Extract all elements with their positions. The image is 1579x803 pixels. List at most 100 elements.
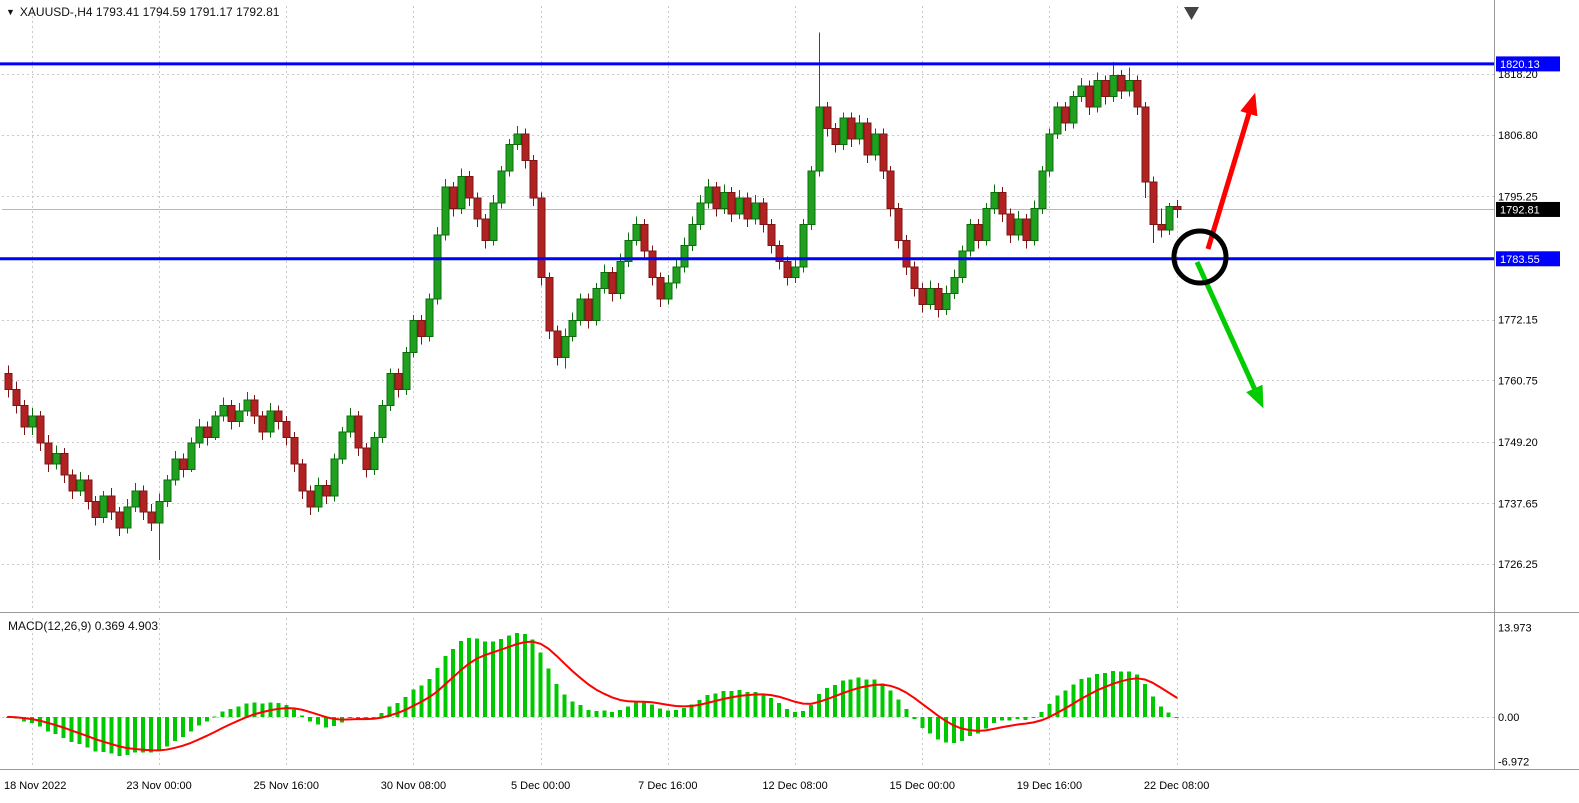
macd-bar bbox=[308, 716, 313, 722]
bear-candle bbox=[147, 511, 156, 524]
support-badge bbox=[1496, 251, 1560, 267]
bear-candle bbox=[998, 191, 1007, 215]
bear-candle bbox=[529, 159, 538, 199]
bear-candle bbox=[767, 223, 776, 247]
bear-candle bbox=[203, 426, 212, 439]
bear-candle bbox=[84, 479, 93, 502]
symbol-info: ▼ XAUUSD-,H4 1793.41 1794.59 1791.17 1792… bbox=[6, 5, 279, 19]
bull-candle bbox=[489, 202, 498, 241]
macd-bar bbox=[983, 716, 988, 729]
macd-bar bbox=[101, 716, 106, 752]
bear-candle bbox=[298, 463, 307, 492]
macd-bar bbox=[642, 702, 646, 717]
time-tick-label: 25 Nov 16:00 bbox=[254, 780, 319, 792]
macd-bar bbox=[77, 716, 82, 745]
macd-bar bbox=[1111, 671, 1116, 717]
bear-candle bbox=[394, 373, 403, 391]
bear-candle bbox=[727, 191, 736, 215]
bear-candle bbox=[91, 500, 100, 518]
macd-bar bbox=[1174, 716, 1179, 718]
price-tick-label: 1806.80 bbox=[1498, 130, 1538, 142]
macd-bar bbox=[657, 708, 662, 717]
bear-candle bbox=[4, 373, 13, 391]
bear-candle bbox=[974, 223, 983, 241]
macd-bar bbox=[1031, 716, 1036, 718]
macd-bar bbox=[276, 703, 281, 717]
bull-candle bbox=[720, 191, 729, 209]
macd-bar bbox=[1103, 673, 1108, 717]
macd-bar bbox=[562, 694, 567, 717]
bear-candle bbox=[640, 223, 649, 252]
macd-bar bbox=[1150, 696, 1155, 717]
bear-candle bbox=[553, 330, 562, 359]
bear-candle bbox=[1006, 213, 1015, 236]
macd-bar bbox=[467, 637, 472, 717]
bull-candle bbox=[624, 239, 633, 263]
macd-bar bbox=[300, 715, 305, 717]
macd-bar bbox=[618, 710, 623, 717]
bear-candle bbox=[910, 266, 919, 289]
bear-candle bbox=[1141, 106, 1150, 183]
bull-candle bbox=[219, 405, 228, 417]
bear-candle bbox=[306, 490, 315, 508]
bull-candle bbox=[346, 415, 355, 433]
macd-bar bbox=[165, 716, 169, 747]
bear-candle bbox=[656, 277, 665, 300]
bull-candle bbox=[171, 458, 180, 481]
macd-bar bbox=[37, 716, 42, 727]
macd-bar bbox=[793, 712, 798, 717]
macd-bar bbox=[236, 706, 241, 717]
bull-candle bbox=[513, 133, 522, 146]
price-tick-label: 1795.25 bbox=[1498, 191, 1538, 203]
macd-bar bbox=[673, 710, 678, 717]
macd-bar bbox=[244, 703, 249, 717]
macd-bar bbox=[705, 694, 710, 717]
macd-indicator-label: MACD(12,26,9) 0.369 4.903 bbox=[8, 619, 159, 633]
breakout-circle[interactable] bbox=[1171, 228, 1229, 286]
bear-candle bbox=[521, 133, 530, 161]
macd-bar bbox=[411, 689, 416, 717]
bull-candle bbox=[672, 266, 681, 284]
macd-bar bbox=[379, 713, 384, 717]
macd-bar bbox=[1095, 673, 1100, 717]
candles-layer bbox=[4, 32, 1182, 561]
macd-bar bbox=[514, 632, 519, 717]
macd-bar bbox=[483, 641, 487, 717]
macd-bar bbox=[355, 716, 360, 718]
bull-candle bbox=[815, 106, 824, 172]
bull-candle bbox=[799, 223, 808, 268]
macd-bar bbox=[1126, 671, 1131, 717]
bullish-arrow[interactable] bbox=[1205, 92, 1258, 250]
bull-candle bbox=[386, 373, 395, 407]
macd-bar bbox=[594, 711, 599, 717]
macd-bar bbox=[856, 677, 861, 717]
chart-shift-marker[interactable] bbox=[1184, 7, 1199, 20]
bull-candle bbox=[839, 117, 848, 146]
macd-bar bbox=[85, 716, 90, 748]
macd-bar bbox=[522, 634, 527, 717]
macd-bar bbox=[713, 693, 718, 717]
bear-candle bbox=[783, 261, 792, 279]
macd-bar bbox=[975, 716, 980, 734]
macd-bar bbox=[991, 716, 996, 723]
macd-bar bbox=[172, 716, 177, 741]
macd-bar bbox=[292, 709, 297, 717]
bull-candle bbox=[370, 437, 379, 470]
macd-bar bbox=[252, 702, 257, 717]
macd-bar bbox=[888, 690, 893, 717]
bear-candle bbox=[712, 186, 721, 209]
symbol-dropdown-icon[interactable]: ▼ bbox=[6, 7, 15, 17]
macd-bar bbox=[1023, 716, 1028, 720]
macd-bar bbox=[141, 716, 146, 753]
macd-bar bbox=[506, 635, 511, 717]
price-tick-label: 1737.65 bbox=[1498, 498, 1538, 510]
macd-bar bbox=[832, 685, 837, 717]
bull-candle bbox=[314, 484, 323, 508]
bear-candle bbox=[1173, 205, 1182, 211]
bull-candle bbox=[457, 175, 466, 209]
bull-candle bbox=[378, 405, 387, 439]
gridlines bbox=[2, 6, 1494, 768]
macd-bar bbox=[872, 679, 877, 717]
macd-bar bbox=[944, 716, 949, 743]
